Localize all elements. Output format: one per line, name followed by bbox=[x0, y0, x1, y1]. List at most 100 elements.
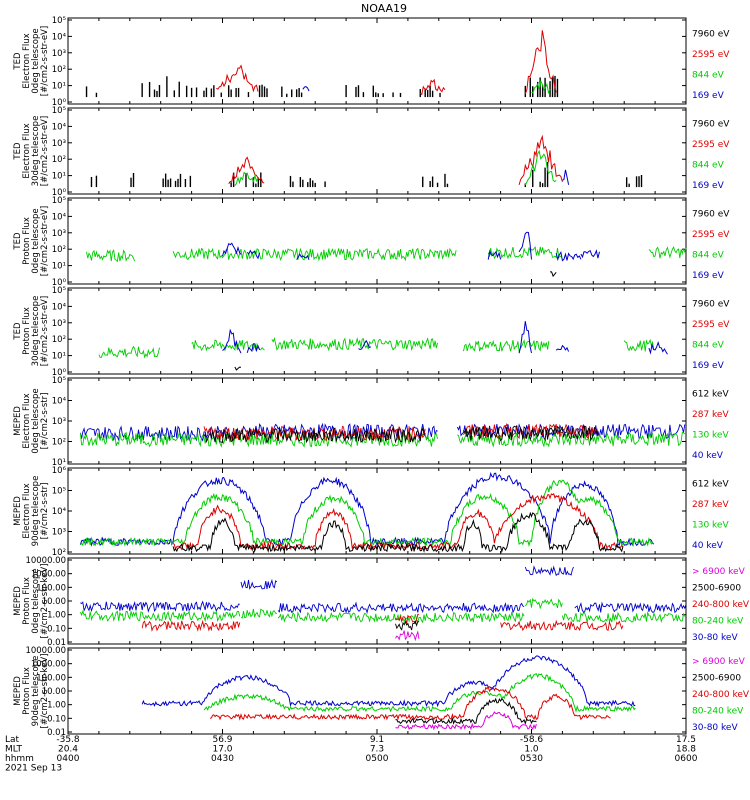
legend-entry: 2595 eV bbox=[692, 50, 730, 60]
data-burst bbox=[555, 250, 582, 262]
y-axis-label: Electron Flux bbox=[22, 393, 32, 448]
y-axis-label: MEPED bbox=[13, 406, 23, 436]
data-burst bbox=[648, 340, 668, 355]
data-band bbox=[80, 600, 240, 613]
y-axis-label: Electron Flux bbox=[22, 123, 32, 178]
series--6900-kev bbox=[395, 630, 420, 642]
data-burst bbox=[518, 231, 532, 260]
x-tick-label: 20.4 bbox=[58, 745, 78, 755]
y-axis-label: 0deg telescope bbox=[31, 388, 41, 453]
data-burst bbox=[302, 86, 310, 92]
series-2500-6900 bbox=[395, 620, 419, 631]
data-band bbox=[98, 345, 160, 359]
y-axis-label: 30deg telescope bbox=[31, 296, 41, 367]
y-axis-label: [#/cm2-s-str] bbox=[40, 483, 50, 540]
data-burst bbox=[246, 343, 261, 354]
x-tick-label: 17.5 bbox=[676, 735, 696, 745]
y-axis-label: [#/cm2-s-str-eV] bbox=[40, 26, 50, 96]
legend-entry: 30-80 keV bbox=[692, 723, 738, 733]
data-burst bbox=[216, 64, 259, 93]
data-burst bbox=[550, 271, 557, 278]
data-curve bbox=[395, 697, 537, 726]
series-844-ev bbox=[86, 245, 687, 263]
y-axis-label: Proton Flux bbox=[22, 577, 32, 625]
y-tick-label: 10² bbox=[52, 335, 66, 345]
y-tick-label: 10⁴ bbox=[52, 122, 67, 132]
data-burst bbox=[487, 249, 502, 260]
series-240-800-kev bbox=[209, 685, 611, 721]
y-axis-label: [#/cm2-s-str-eV] bbox=[40, 116, 50, 186]
legend-entry: 7960 eV bbox=[692, 119, 730, 129]
legend-entry: 169 eV bbox=[692, 271, 725, 281]
x-tick-label: -35.8 bbox=[56, 735, 80, 745]
y-tick-label: 10¹ bbox=[52, 82, 66, 92]
legend-entry: 7960 eV bbox=[692, 29, 730, 39]
data-burst bbox=[580, 249, 600, 259]
panel-4: 10⁰ 10¹ 10² 10³ 10⁴ 10⁵ TED Proton Flux 30deg te… bbox=[13, 286, 730, 378]
series-612-kev bbox=[172, 511, 624, 554]
y-tick-label: 10⁰ bbox=[52, 188, 67, 198]
legend-entry: 2595 eV bbox=[692, 230, 730, 240]
series-844-ev bbox=[531, 79, 551, 95]
date-label: 2021 Sep 13 bbox=[5, 764, 62, 774]
y-tick-label: 10⁴ bbox=[52, 212, 67, 222]
series-612-kev bbox=[203, 425, 599, 444]
y-tick-label: 10000.00 bbox=[25, 646, 66, 656]
series-240-800-kev bbox=[141, 613, 624, 632]
legend-entry: 612 keV bbox=[692, 389, 729, 399]
y-axis-label: Proton Flux bbox=[22, 667, 32, 715]
panel-5: 10¹ 10² 10³ 10⁴ 10⁵ MEPED Electron Flux 0deg te… bbox=[13, 376, 729, 468]
series-30-80-kev bbox=[141, 655, 636, 708]
y-tick-label: 10⁵ bbox=[52, 106, 66, 116]
y-axis-label: TED bbox=[13, 52, 23, 71]
data-band bbox=[395, 630, 420, 642]
data-burst bbox=[296, 253, 310, 260]
panel-2: 10⁰ 10¹ 10² 10³ 10⁴ 10⁵ TED Electron Flux 30deg … bbox=[13, 106, 730, 198]
legend-entry: > 6900 keV bbox=[692, 567, 746, 577]
y-axis-label: Electron Flux bbox=[22, 33, 32, 88]
data-band bbox=[463, 425, 599, 442]
legend-entry: 169 eV bbox=[692, 91, 725, 101]
series-7960-ev bbox=[234, 366, 242, 371]
y-tick-label: 10² bbox=[52, 245, 66, 255]
y-axis-label: 0deg telescope bbox=[31, 208, 41, 273]
y-tick-label: 10⁵ bbox=[52, 196, 66, 206]
y-tick-label: 0.10 bbox=[47, 714, 66, 724]
series-169-ev bbox=[562, 169, 570, 185]
y-tick-label: 10⁴ bbox=[52, 397, 67, 407]
legend-entry: 30-80 keV bbox=[692, 633, 738, 643]
legend-entry: 287 keV bbox=[692, 410, 729, 420]
data-burst bbox=[524, 149, 557, 186]
y-axis-label: MEPED bbox=[13, 676, 23, 706]
y-axis-label: [#/cm2-s-str-eV] bbox=[40, 296, 50, 366]
data-band bbox=[487, 245, 562, 260]
data-burst bbox=[419, 78, 446, 96]
y-tick-label: 10000.00 bbox=[25, 556, 66, 566]
y-tick-label: 100.00 bbox=[36, 583, 66, 593]
x-tick-label: 0400 bbox=[57, 754, 80, 764]
x-tick-label: 7.3 bbox=[370, 745, 384, 755]
series-169-ev bbox=[222, 321, 668, 355]
x-axis-row-label: MLT bbox=[5, 745, 23, 755]
y-axis-label: MEPED bbox=[13, 496, 23, 526]
data-band bbox=[79, 609, 241, 623]
data-curve bbox=[141, 655, 636, 708]
series-287-kev bbox=[172, 492, 624, 552]
y-axis-label: [#/cm2-s-str-keV] bbox=[40, 654, 50, 729]
y-tick-label: 100.00 bbox=[36, 673, 66, 683]
y-axis-label: TED bbox=[13, 142, 23, 161]
series-7960-ev bbox=[85, 75, 559, 98]
legend-entry: 844 eV bbox=[692, 70, 725, 80]
data-band bbox=[86, 249, 136, 263]
y-axis-label: 90deg telescope bbox=[31, 656, 41, 727]
legend-entry: 2595 eV bbox=[692, 140, 730, 150]
panel-7: 0.01 0.10 1.00 10.00 100.00 1000.00 10000.00 ME… bbox=[13, 556, 750, 648]
y-axis-label: 0deg telescope bbox=[31, 28, 41, 93]
y-axis-label: Proton Flux bbox=[22, 217, 32, 265]
y-tick-label: 10⁵ bbox=[52, 487, 66, 497]
y-tick-label: 10⁰ bbox=[52, 98, 67, 108]
y-tick-label: 10¹ bbox=[52, 172, 66, 182]
data-band bbox=[561, 610, 686, 624]
legend-entry: 844 eV bbox=[692, 250, 725, 260]
